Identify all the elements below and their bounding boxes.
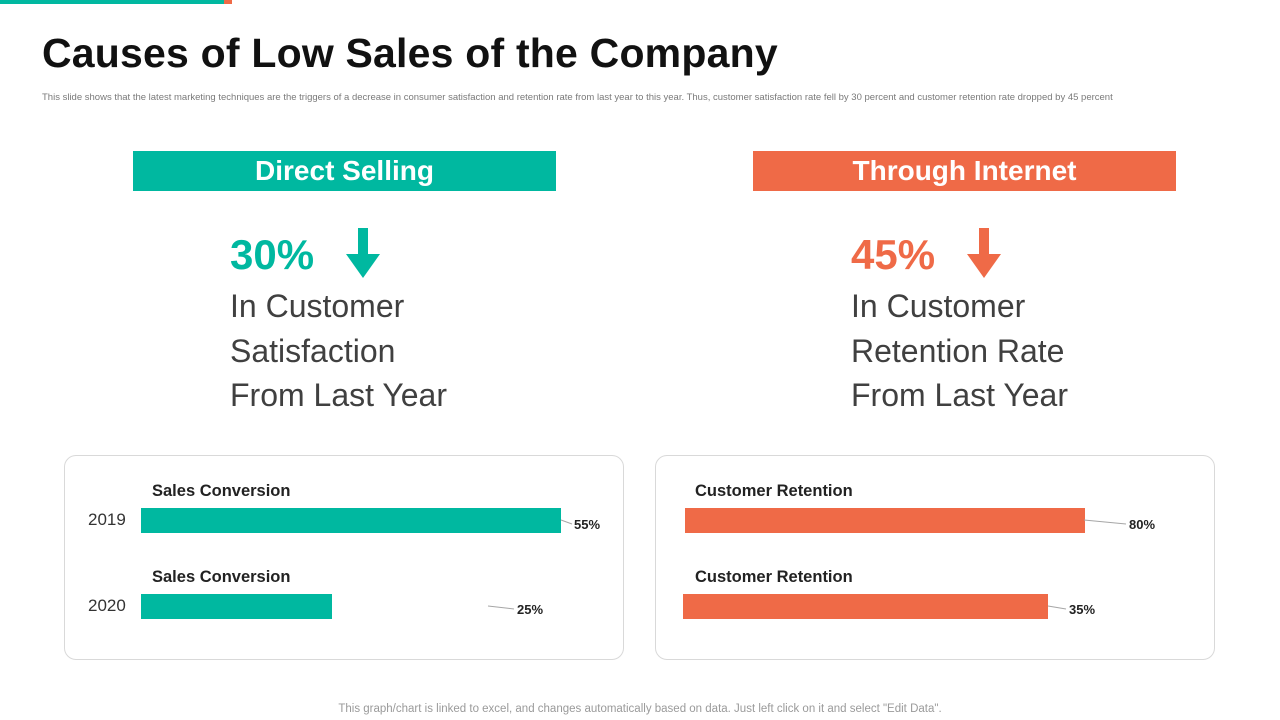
bar-label-customer-retention-2: Customer Retention [695, 568, 853, 586]
sales-conversion-chart-panel[interactable] [64, 455, 624, 660]
chart-footer-note: This graph/chart is linked to excel, and… [338, 703, 942, 715]
bar-sales-conversion-2019[interactable] [141, 508, 561, 533]
bar-label-customer-retention-1: Customer Retention [695, 482, 853, 500]
arrow-down-icon [346, 227, 381, 283]
bar-label-sales-conversion-2019: Sales Conversion [152, 482, 291, 500]
bar-customer-retention-1[interactable] [685, 508, 1085, 533]
satisfaction-desc-line-3: From Last Year [230, 377, 447, 413]
satisfaction-percent: 30% [230, 231, 315, 278]
through-internet-header: Through Internet [753, 151, 1176, 191]
bar-label-sales-conversion-2020: Sales Conversion [152, 568, 291, 586]
value-label-35: 35% [1069, 602, 1096, 617]
retention-desc-line-3: From Last Year [851, 377, 1068, 413]
bar-customer-retention-2[interactable] [683, 594, 1048, 619]
satisfaction-metric: 30% In Customer Satisfaction From Last Y… [230, 226, 447, 418]
satisfaction-desc-line-1: In Customer [230, 288, 405, 324]
retention-metric: 45% In Customer Retention Rate From Last… [851, 226, 1068, 418]
customer-retention-chart-panel[interactable] [655, 455, 1215, 660]
value-label-80: 80% [1129, 517, 1156, 532]
value-label-55: 55% [574, 517, 601, 532]
accent-bar-teal [0, 0, 224, 4]
page-title: Causes of Low Sales of the Company [42, 30, 778, 76]
retention-percent: 45% [851, 231, 936, 278]
arrow-down-icon [967, 227, 1002, 283]
direct-selling-header: Direct Selling [133, 151, 556, 191]
value-label-25: 25% [517, 602, 544, 617]
year-label-2019: 2019 [88, 510, 126, 529]
year-label-2020: 2020 [88, 596, 126, 615]
page-subtitle: This slide shows that the latest marketi… [42, 92, 1113, 103]
accent-bar-orange [224, 0, 232, 4]
retention-desc-line-1: In Customer [851, 288, 1026, 324]
satisfaction-desc-line-2: Satisfaction [230, 332, 396, 369]
retention-desc-line-2: Retention Rate [851, 332, 1065, 369]
bar-sales-conversion-2020[interactable] [141, 594, 332, 619]
